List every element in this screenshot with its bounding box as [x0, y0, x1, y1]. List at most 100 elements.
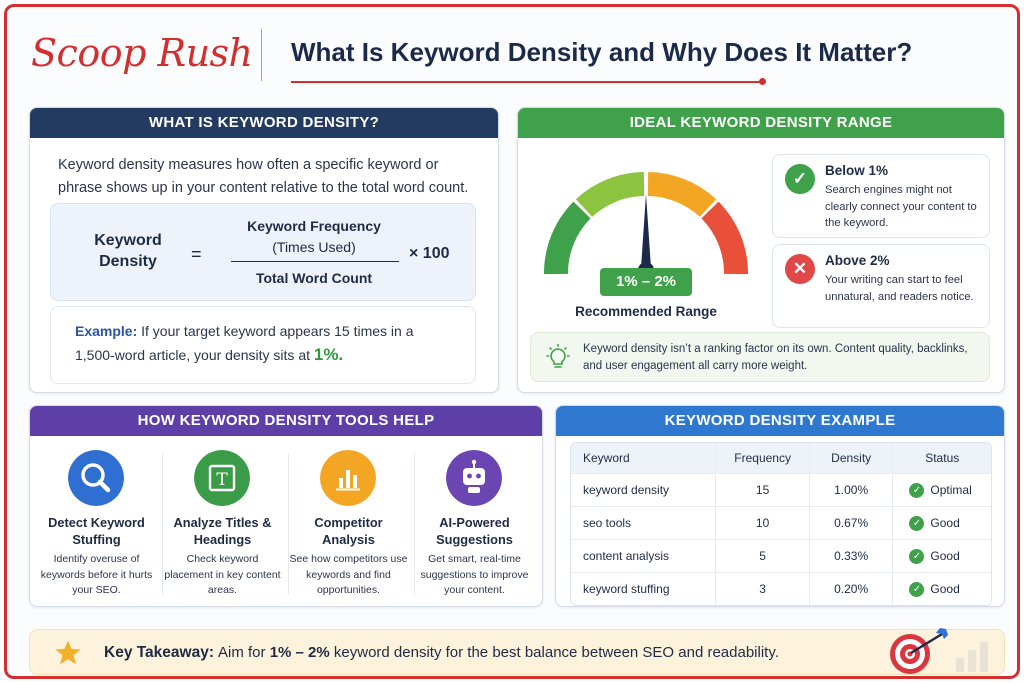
- page-title: What Is Keyword Density and Why Does It …: [291, 37, 913, 67]
- cell-status: ✓ Optimal: [893, 474, 991, 506]
- tool-title: AI-Powered Suggestions: [436, 515, 513, 547]
- formula-box: Keyword Density = Keyword Frequency (Tim…: [50, 203, 476, 301]
- table-header-row: Keyword Frequency Density Status: [571, 443, 991, 473]
- status-text: Optimal: [930, 482, 972, 497]
- below-card: ✓ Below 1% Search engines might not clea…: [772, 154, 990, 238]
- tool-divider: [288, 454, 289, 594]
- infographic-frame: Scoop Rush What Is Keyword Density and W…: [4, 4, 1020, 679]
- robot-icon: [446, 450, 502, 506]
- cell-frequency: 5: [716, 540, 810, 572]
- check-icon: ✓: [909, 581, 925, 597]
- what-is-panel: WHAT IS KEYWORD DENSITY? Keyword density…: [29, 107, 499, 393]
- star-icon: [55, 640, 81, 665]
- table-row: seo tools 10 0.67% ✓ Good: [571, 506, 991, 539]
- formula-equals: =: [191, 244, 202, 264]
- gauge-segment-lightgreen: [575, 172, 645, 218]
- what-is-heading: WHAT IS KEYWORD DENSITY?: [30, 108, 498, 138]
- magnifier-icon: [68, 450, 124, 506]
- below-title: Below 1%: [825, 163, 889, 178]
- formula-label-line1: Keyword: [94, 232, 162, 249]
- what-is-intro: Keyword density measures how often a spe…: [58, 157, 469, 196]
- takeaway-highlight: 1% – 2%: [269, 644, 330, 661]
- status-text: Good: [930, 548, 960, 563]
- column-header-keyword: Keyword: [571, 443, 717, 473]
- example-box: Example: If your target keyword appears …: [50, 306, 476, 384]
- header-divider: [261, 29, 262, 81]
- tool-divider: [162, 454, 163, 594]
- takeaway-label: Key Takeaway:: [104, 644, 214, 661]
- brand-logo: Scoop Rush: [31, 31, 253, 75]
- example-text: If your target keyword appears 15 times …: [75, 323, 414, 363]
- target-icon: [890, 628, 988, 674]
- gauge-segment-red: [701, 201, 749, 275]
- example-value: 1%.: [313, 345, 344, 364]
- status-text: Good: [930, 515, 960, 530]
- cell-keyword: keyword stuffing: [571, 573, 717, 605]
- keyword-table: Keyword Frequency Density Status keyword…: [570, 442, 992, 606]
- formula-label: Keyword Density: [73, 230, 183, 272]
- tool-text: See how competitors use keywords and fin…: [289, 553, 408, 596]
- tools-heading: HOW KEYWORD DENSITY TOOLS HELP: [30, 406, 542, 436]
- bar-chart-icon: [320, 450, 376, 506]
- tool-text: Identify overuse of keywords before it h…: [40, 553, 153, 596]
- title-underline-dot: [759, 78, 766, 85]
- cell-density: 1.00%: [810, 474, 894, 506]
- check-icon: ✓: [909, 515, 925, 531]
- svg-text:T: T: [216, 470, 228, 490]
- example-table-heading: KEYWORD DENSITY EXAMPLE: [556, 406, 1004, 436]
- below-text: Search engines might not clearly connect…: [825, 184, 977, 229]
- table-row: keyword density 15 1.00% ✓ Optimal: [571, 473, 991, 506]
- cell-frequency: 10: [716, 507, 810, 539]
- tool-analyze-titles: T Analyze Titles & Headings Check keywor…: [160, 448, 285, 604]
- tool-title: Detect Keyword Stuffing: [48, 515, 145, 547]
- tool-title: Analyze Titles & Headings: [173, 515, 272, 547]
- formula-numerator-sub: (Times Used): [272, 239, 356, 255]
- cell-density: 0.67%: [810, 507, 894, 539]
- table-row: content analysis 5 0.33% ✓ Good: [571, 539, 991, 572]
- tool-competitor: Competitor Analysis See how competitors …: [286, 448, 411, 604]
- tool-title: Competitor Analysis: [314, 515, 383, 547]
- gauge-segment-orange: [647, 172, 717, 218]
- cell-frequency: 15: [716, 474, 810, 506]
- column-header-frequency: Frequency: [716, 443, 810, 473]
- fraction-bar: [231, 261, 399, 262]
- example-label: Example:: [75, 323, 138, 339]
- table-row: keyword stuffing 3 0.20% ✓ Good: [571, 572, 991, 605]
- check-icon: ✓: [785, 164, 815, 194]
- example-table-panel: KEYWORD DENSITY EXAMPLE Keyword Frequenc…: [555, 405, 1005, 607]
- formula-numerator-main: Keyword Frequency: [247, 218, 381, 234]
- tool-text: Check keyword placement in key content a…: [164, 553, 281, 596]
- title-t-icon: T: [194, 450, 250, 506]
- range-value-badge: 1% – 2%: [600, 268, 692, 296]
- column-header-status: Status: [925, 451, 960, 465]
- tip-text: Keyword density isn’t a ranking factor o…: [583, 343, 968, 372]
- gauge-needle: [641, 194, 651, 268]
- takeaway-pre: Aim for: [218, 644, 266, 661]
- tip-box: Keyword density isn’t a ranking factor o…: [530, 332, 990, 382]
- tools-panel: HOW KEYWORD DENSITY TOOLS HELP Detect Ke…: [29, 405, 543, 607]
- cell-status: ✓ Good: [893, 540, 991, 572]
- formula-numerator: Keyword Frequency (Times Used): [229, 216, 399, 258]
- tool-detect-stuffing: Detect Keyword Stuffing Identify overuse…: [34, 448, 159, 604]
- tool-divider: [414, 454, 415, 594]
- tool-text: Get smart, real-time suggestions to impr…: [420, 553, 529, 596]
- formula-label-line2: Density: [99, 253, 157, 270]
- lightbulb-icon: [546, 343, 570, 368]
- above-text: Your writing can start to feel unnatural…: [825, 274, 974, 303]
- gauge-icon: [543, 172, 749, 278]
- ideal-range-panel: IDEAL KEYWORD DENSITY RANGE 1% – 2% Reco…: [517, 107, 1005, 393]
- check-icon: ✓: [909, 482, 925, 498]
- takeaway-text: Aim for 1% – 2% keyword density for the …: [218, 644, 779, 661]
- cell-keyword: seo tools: [571, 507, 717, 539]
- ideal-range-heading: IDEAL KEYWORD DENSITY RANGE: [518, 108, 1004, 138]
- cell-status: ✓ Good: [893, 507, 991, 539]
- formula-denominator: Total Word Count: [255, 270, 373, 286]
- title-underline: [291, 81, 761, 83]
- cell-density: 0.20%: [810, 573, 894, 605]
- range-label: Recommended Range: [575, 304, 717, 319]
- above-title: Above 2%: [825, 253, 890, 268]
- cell-density: 0.33%: [810, 540, 894, 572]
- column-header-density: Density: [810, 443, 894, 473]
- key-takeaway-bar: Key Takeaway: Aim for 1% – 2% keyword de…: [29, 628, 1005, 675]
- above-card: ✕ Above 2% Your writing can start to fee…: [772, 244, 990, 328]
